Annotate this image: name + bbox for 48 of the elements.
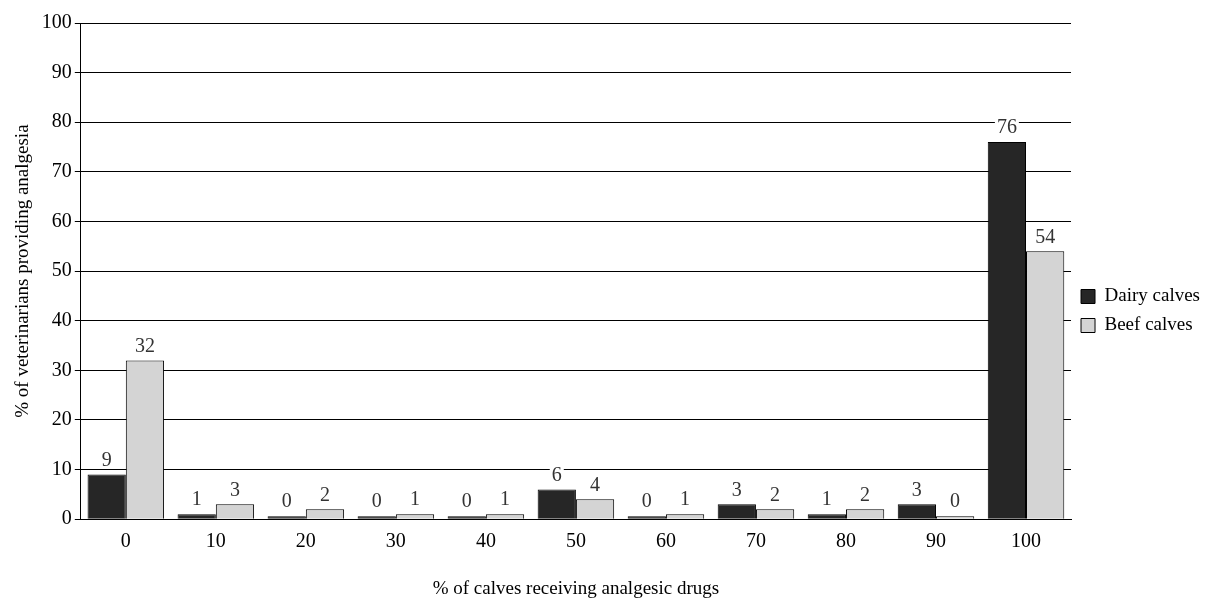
y-tick-label: 70 <box>51 159 72 182</box>
x-tick-label: 100 <box>1011 529 1042 552</box>
data-label: 3 <box>911 477 922 500</box>
x-tick-label: 40 <box>475 529 496 552</box>
data-label: 0 <box>950 489 961 512</box>
x-tick-label: 60 <box>655 529 676 552</box>
data-label: 2 <box>319 482 330 505</box>
x-tick-label: 30 <box>385 529 406 552</box>
legend-label: Beef calves <box>1104 313 1193 335</box>
data-label: 76 <box>996 115 1017 138</box>
data-label: 54 <box>1035 224 1056 247</box>
data-label: 1 <box>410 487 420 510</box>
data-label: 3 <box>229 477 240 500</box>
data-label: 0 <box>461 489 472 512</box>
data-label: 1 <box>191 487 202 510</box>
y-axis-title: % of veterinarians providing analgesia <box>11 123 33 418</box>
data-label: 1 <box>500 487 511 510</box>
x-tick-label: 80 <box>835 529 856 552</box>
y-tick-label: 30 <box>51 357 72 380</box>
x-tick-label: 10 <box>205 529 226 552</box>
data-label: 0 <box>371 489 382 512</box>
x-axis-title: % of calves receiving analgesic drugs <box>432 576 720 598</box>
x-tick-label: 70 <box>745 529 766 552</box>
x-tick-label: 20 <box>295 529 316 552</box>
data-label: 4 <box>590 472 601 495</box>
y-tick-label: 10 <box>51 456 72 479</box>
data-label: 0 <box>281 489 292 512</box>
data-label: 1 <box>821 487 832 510</box>
y-tick-label: 60 <box>51 208 72 231</box>
y-tick-label: 0 <box>61 506 72 529</box>
x-tick-label: 50 <box>565 529 586 552</box>
data-label: 1 <box>680 487 691 510</box>
legend-label: Dairy calves <box>1104 284 1200 306</box>
y-tick-label: 20 <box>51 407 72 430</box>
y-tick-label: 90 <box>51 59 72 82</box>
data-label: 0 <box>641 489 652 512</box>
data-label: 2 <box>860 482 871 505</box>
y-tick-label: 80 <box>51 109 72 132</box>
data-label: 2 <box>770 482 781 505</box>
data-label: 6 <box>551 462 562 485</box>
y-tick-label: 50 <box>51 258 72 281</box>
x-tick-label: 0 <box>120 529 131 552</box>
x-tick-label: 90 <box>925 529 946 552</box>
data-label: 3 <box>731 477 742 500</box>
data-label: 32 <box>134 333 155 356</box>
data-label: 9 <box>101 447 112 470</box>
y-tick-label: 40 <box>51 307 72 330</box>
y-tick-label: 100 <box>41 10 72 33</box>
